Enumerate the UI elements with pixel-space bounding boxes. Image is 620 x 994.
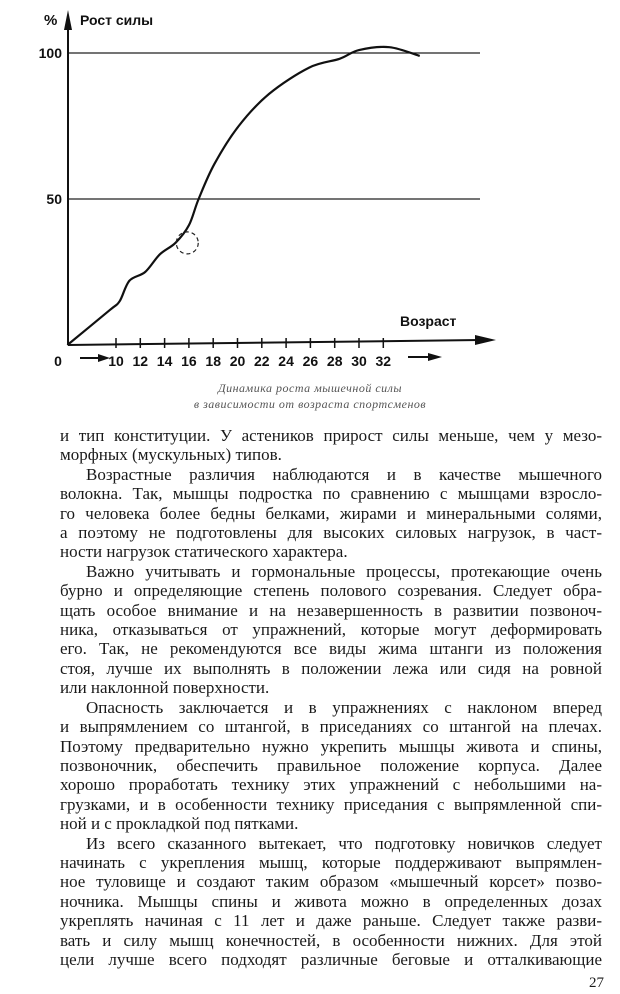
strength-growth-chart: 0 10 12 14 16 18 20 22 24 26 28 30 32 50 100 % Рост си…: [39, 10, 496, 369]
x-axis-title: Возраст: [400, 313, 457, 329]
x-tick-label: 20: [230, 353, 246, 369]
figure-caption-line-1: Динамика роста мышечной силы: [217, 381, 403, 395]
text-line: Из всего сказанного вытекает, что подгот…: [86, 833, 602, 853]
y-tick-label: 100: [39, 45, 63, 61]
text-line: его. Так, не рекомендуются все виды жима…: [60, 639, 602, 659]
strength-curve: [66, 45, 421, 346]
x-tick-label: 30: [351, 353, 367, 369]
continuation-arrowhead: [428, 353, 442, 361]
text-line: или наклонной поверхности.: [60, 678, 270, 698]
x-axis-arrow: [475, 335, 496, 345]
x-tick-label: 26: [303, 353, 319, 369]
text-line: бурно и определяющие степень полового со…: [60, 581, 602, 601]
text-line: вать и силу мышц конечностей, в особенно…: [60, 930, 602, 950]
text-line: Возрастные различия наблюдаются и в каче…: [86, 464, 602, 484]
x-tick-label: 18: [205, 353, 221, 369]
x-tick-label: 16: [181, 353, 197, 369]
y-axis-arrow: [64, 10, 72, 30]
x-tick-label: 24: [278, 353, 294, 369]
x-tick-label: 12: [133, 353, 149, 369]
y-tick-label: 50: [46, 191, 62, 207]
y-axis-title: Рост силы: [80, 12, 153, 28]
text-line: цели лучше всего подходят различные бего…: [60, 949, 602, 969]
text-line: а поэтому не подготовлены для высоких си…: [60, 523, 602, 543]
x-tick-label: 0: [54, 353, 62, 369]
axis-break-arrowhead: [98, 354, 110, 362]
page-number: 27: [589, 975, 604, 991]
text-line: ной и с прокладкой под пятками.: [60, 814, 299, 834]
text-line: грузками, и в особенности технику присед…: [60, 794, 602, 814]
y-unit-label: %: [44, 12, 57, 29]
text-line: ночника. Мышцы спины и живота можно в оп…: [60, 891, 602, 911]
text-line: ное туловище и создают таким образом «мы…: [60, 872, 602, 892]
text-line: Опасность заключается и в упражнениях с …: [86, 697, 602, 717]
text-line: ности нагрузок статического характера.: [60, 542, 348, 562]
x-tick-label: 32: [376, 353, 392, 369]
text-line: стоя, лучше их выполнять в положении леж…: [60, 658, 602, 678]
x-tick-label: 10: [108, 353, 124, 369]
x-tick-label: 28: [327, 353, 343, 369]
body-text: и тип конституции. У астеников прирост с…: [60, 426, 602, 969]
text-line: волокна. Так, мышцы подростка по сравнен…: [60, 484, 602, 504]
text-line: хорошо проработать технику этих упражнен…: [60, 775, 602, 795]
text-line: укреплять начиная с 11 лет и даже раньше…: [60, 911, 602, 931]
x-tick-label: 22: [254, 353, 270, 369]
x-tick-label: 14: [157, 353, 173, 369]
text-line: и выпрямлением со штангой, в приседаниях…: [60, 717, 602, 737]
highlight-circle: [175, 231, 199, 255]
figure-caption-line-2: в зависимости от возраста спортсменов: [193, 397, 427, 411]
text-line: морфных (мускульных) типов.: [60, 445, 282, 465]
text-line: Поэтому предварительно нужно укрепить мы…: [60, 736, 602, 756]
text-line: щать особое внимание и на незавершенност…: [60, 600, 602, 620]
text-line: ника, отказываться от упражнений, которы…: [60, 620, 602, 640]
text-line: и тип конституции. У астеников прирост с…: [60, 426, 602, 445]
x-axis: [67, 339, 481, 346]
text-line: Важно учитывать и гормональные процессы,…: [86, 561, 602, 581]
text-line: го человека более бедны белками, жирами …: [60, 503, 602, 523]
text-line: начинать с укрепления мышц, которые подд…: [60, 852, 602, 872]
text-line: позвоночник, обеспечить правильное полож…: [60, 755, 602, 775]
